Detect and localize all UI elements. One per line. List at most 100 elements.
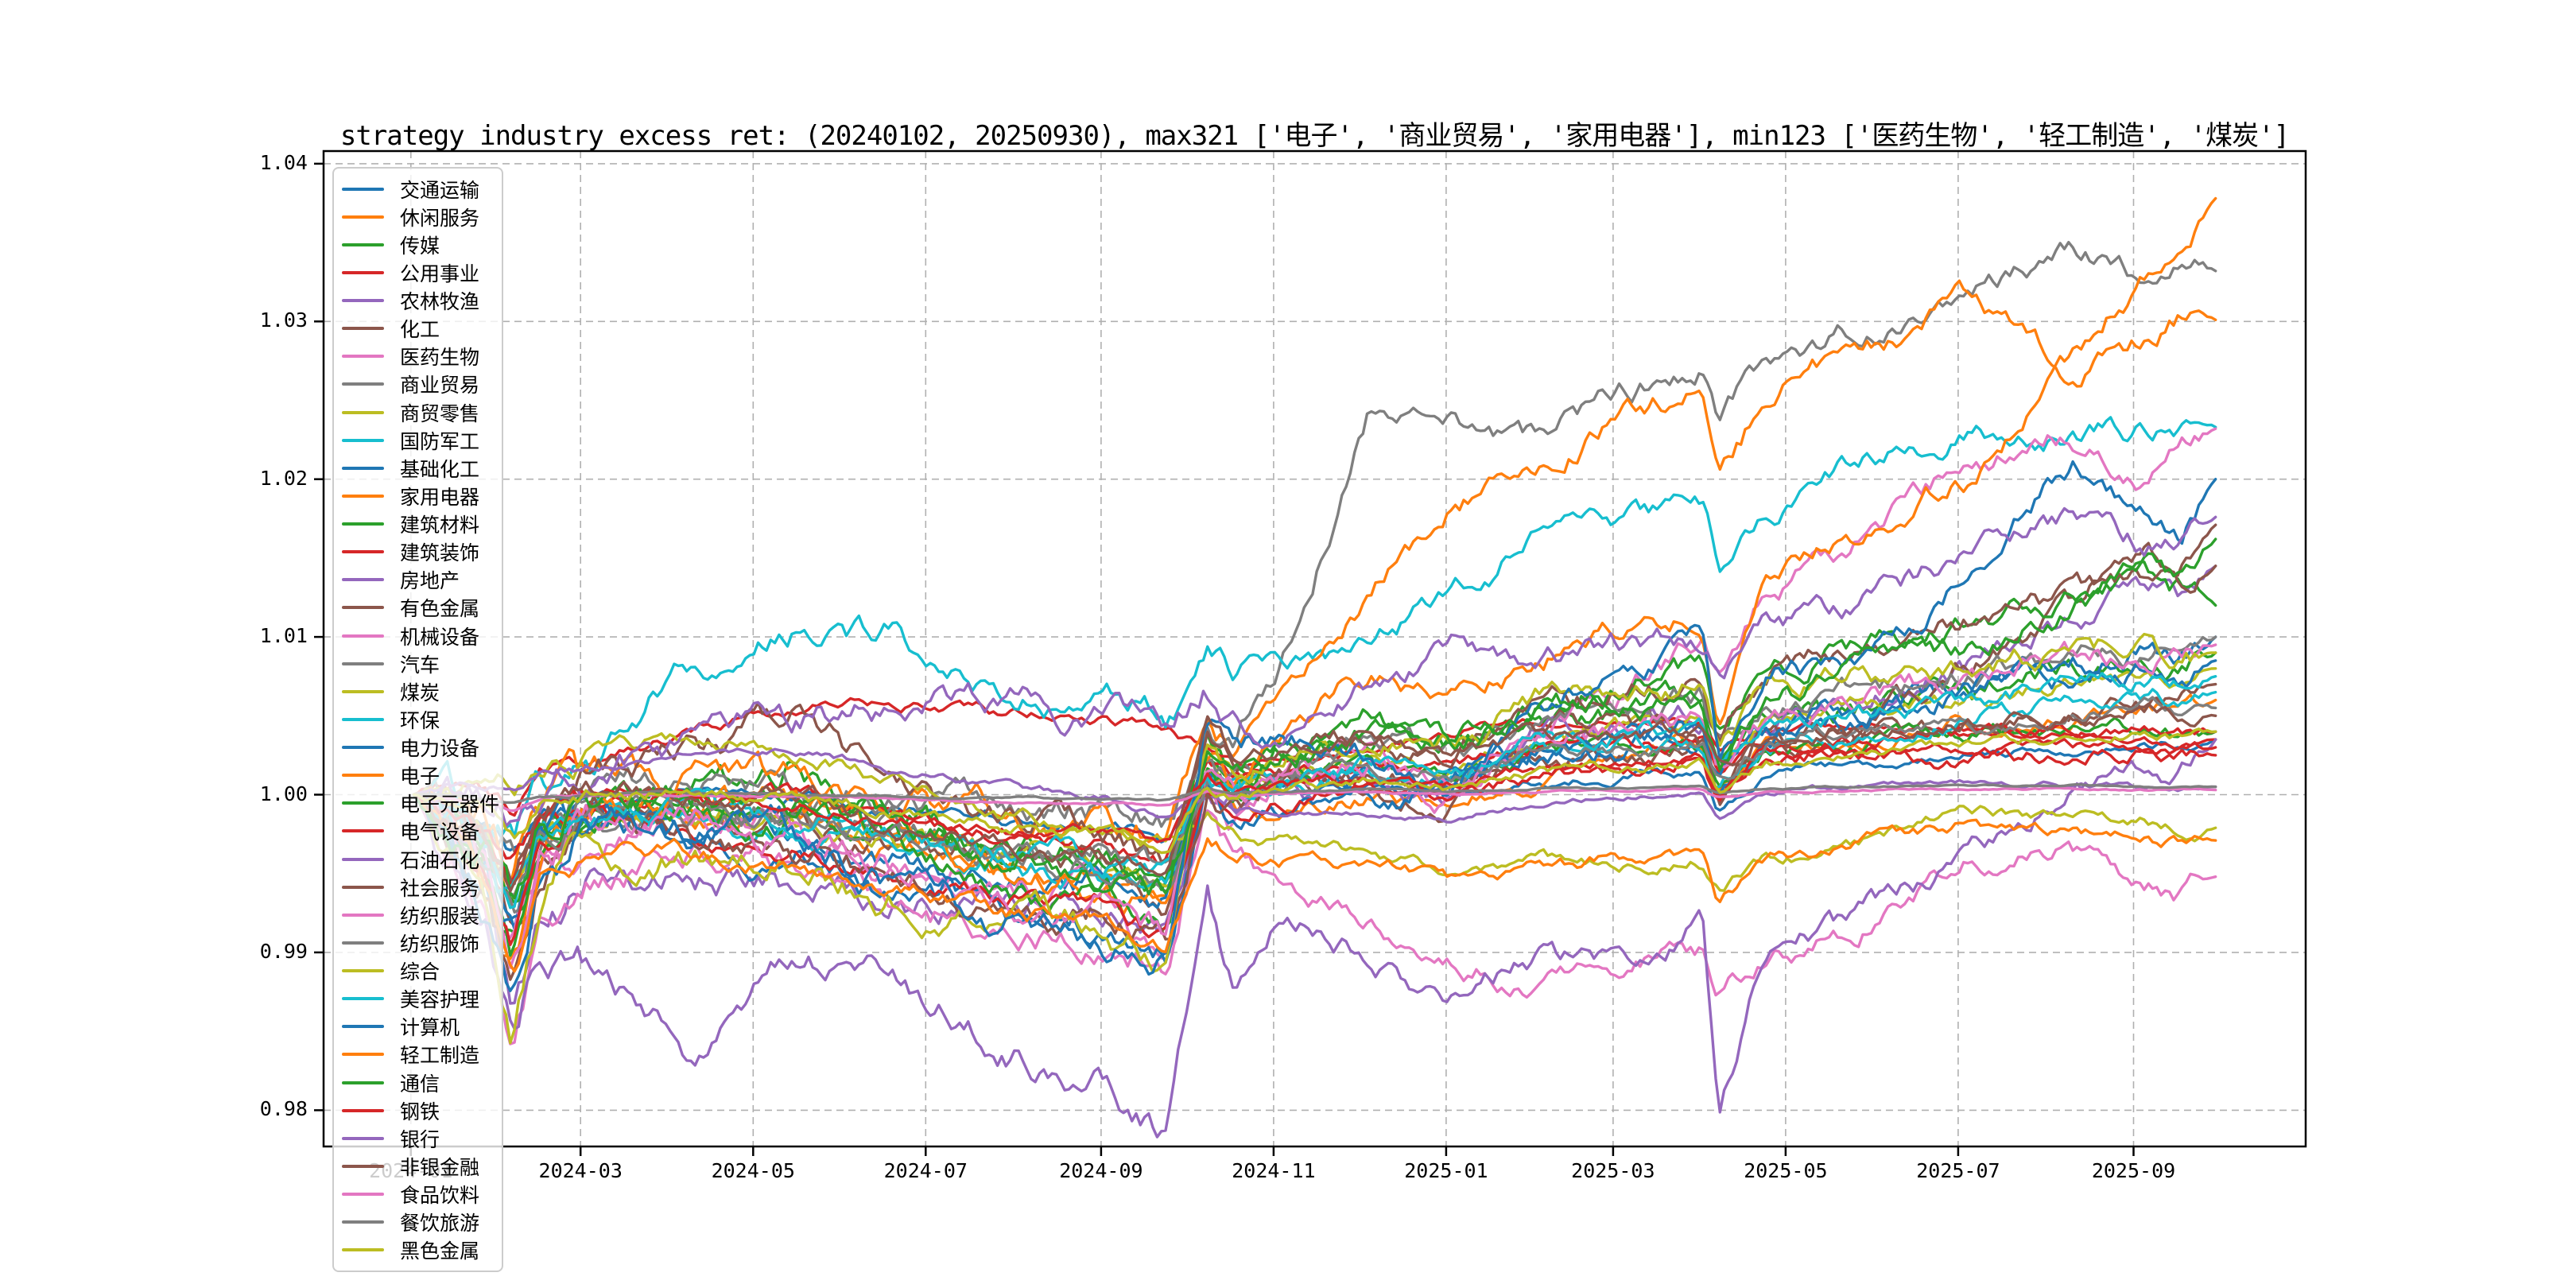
legend-label: 国防军工 [400,429,480,453]
y-tick-label: 1.04 [259,150,308,174]
series-line-煤炭 [412,731,2217,892]
legend-line-swatch-icon [342,857,384,861]
y-tick-label: 1.01 [259,624,308,648]
legend-label: 计算机 [400,1016,460,1040]
legend-item: 商贸零售 [342,398,502,426]
legend-line-swatch-icon [342,522,384,526]
y-tick-label: 0.99 [259,939,308,963]
series-line-房地产 [412,738,2217,1139]
legend-line-swatch-icon [342,661,384,665]
legend-item: 电子元器件 [342,789,502,817]
legend-item: 钢铁 [342,1096,502,1124]
legend-line-swatch-icon [342,1164,384,1168]
legend-label: 石油石化 [400,848,480,872]
legend-line-swatch-icon [342,187,384,191]
legend-item: 农林牧渔 [342,287,502,315]
legend-item: 煤炭 [342,677,502,705]
legend-line-swatch-icon [342,578,384,582]
legend-label: 轻工制造 [400,1044,480,1068]
legend-item: 纺织服装 [342,901,502,929]
legend-label: 休闲服务 [400,206,480,230]
legend-label: 美容护理 [400,988,480,1012]
legend-label: 房地产 [400,569,460,593]
legend-item: 电力设备 [342,734,502,762]
legend-item: 传媒 [342,231,502,258]
legend-item: 黑色金属 [342,1236,502,1264]
legend-item: 计算机 [342,1013,502,1041]
legend-label: 餐饮旅游 [400,1212,480,1236]
legend-item: 轻工制造 [342,1041,502,1069]
legend-label: 通信 [400,1072,440,1096]
legend-line-swatch-icon [342,941,384,945]
legend-line-swatch-icon [342,1025,384,1029]
y-tick-label: 0.98 [259,1097,308,1121]
legend-line-swatch-icon [342,494,384,498]
legend-line-swatch-icon [342,550,384,554]
x-tick-label: 2025-03 [1571,1159,1655,1182]
legend-line-swatch-icon [342,1193,384,1197]
legend-line-swatch-icon [342,885,384,889]
legend-line-swatch-icon [342,438,384,442]
legend-label: 钢铁 [400,1100,440,1123]
legend-item: 电气设备 [342,817,502,845]
series-line-轻工制造 [412,793,2217,973]
legend-line-swatch-icon [342,1136,384,1140]
legend-item: 医药生物 [342,343,502,370]
legend-line-swatch-icon [342,689,384,693]
legend: 交通运输休闲服务传媒 公用事业 农林牧渔 化工医药生物商业贸易商贸零售国防军工 基础化工… [332,167,503,1272]
legend-line-swatch-icon [342,327,384,331]
legend-label: 电子 [400,765,440,789]
legend-label: 食品饮料 [400,1184,480,1208]
legend-label: 建筑装饰 [400,541,480,565]
legend-line-swatch-icon [342,746,384,750]
legend-label: 社会服务 [400,876,480,900]
legend-label: 有色金属 [400,597,480,621]
legend-item: 商业贸易 [342,370,502,398]
axes-spines [314,149,2307,1156]
series-line-医药生物 [412,793,2217,1046]
legend-item: 化工 [342,315,502,343]
legend-label: 商业贸易 [400,374,480,398]
series-line-家用电器 [412,279,2217,886]
legend-item: 公用事业 [342,258,502,286]
y-tick-label: 1.00 [259,782,308,805]
legend-label: 医药生物 [400,346,480,370]
legend-label: 传媒 [400,234,440,258]
legend-item: 国防军工 [342,426,502,454]
legend-item: 石油石化 [342,845,502,873]
x-tick-label: 2025-09 [2091,1159,2176,1182]
legend-line-swatch-icon [342,299,384,303]
legend-label: 建筑材料 [400,514,480,537]
x-tick-label: 2024-07 [883,1159,968,1182]
legend-item: 机械设备 [342,622,502,650]
legend-label: 黑色金属 [400,1240,480,1263]
legend-line-swatch-icon [342,1080,384,1084]
gridlines [324,151,2306,1146]
legend-label: 商贸零售 [400,402,480,425]
legend-item: 家用电器 [342,482,502,510]
series-line-电气设备 [412,743,2217,946]
x-tick-label: 2025-05 [1744,1159,1828,1182]
legend-line-swatch-icon [342,382,384,386]
legend-label: 综合 [400,960,440,984]
legend-item: 交通运输 [342,175,502,203]
legend-line-swatch-icon [342,410,384,414]
legend-line-swatch-icon [342,1053,384,1057]
legend-item: 房地产 [342,566,502,594]
legend-line-swatch-icon [342,717,384,721]
legend-label: 交通运输 [400,178,480,202]
legend-line-swatch-icon [342,215,384,219]
legend-line-swatch-icon [342,1108,384,1112]
legend-line-swatch-icon [342,270,384,274]
x-tick-label: 2025-01 [1404,1159,1488,1182]
legend-item: 环保 [342,705,502,733]
legend-item: 基础化工 [342,454,502,482]
legend-item: 银行 [342,1124,502,1152]
x-tick-label: 2025-07 [1916,1159,2000,1182]
legend-label: 家用电器 [400,485,480,509]
legend-item: 美容护理 [342,985,502,1013]
data-lines [412,196,2217,1139]
legend-line-swatch-icon [342,801,384,805]
x-tick-label: 2024-03 [538,1159,623,1182]
